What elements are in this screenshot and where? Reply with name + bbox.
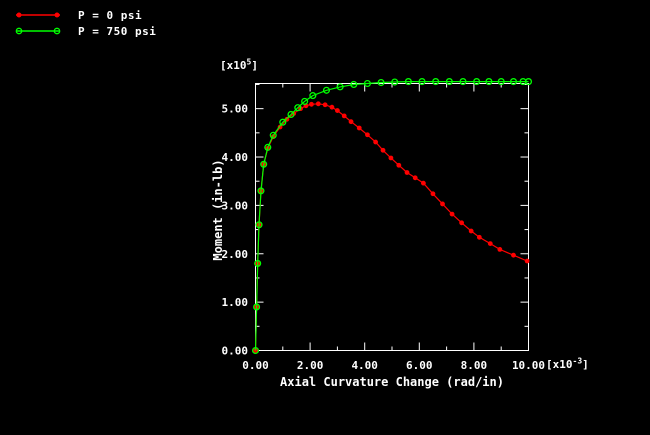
series-marker-0	[253, 348, 258, 353]
legend-item-p750: P = 750 psi	[14, 23, 156, 39]
series-marker-1	[287, 110, 295, 119]
x-tick-label: 8.00	[461, 359, 488, 372]
series-marker-1	[404, 78, 412, 86]
series-marker-0	[511, 252, 516, 258]
y-axis-title: Moment (in-lb)	[211, 159, 225, 261]
legend-marker-p750-icon	[15, 27, 61, 35]
x-tick-label: 2.00	[297, 359, 324, 372]
y-tick-label: 5.00	[222, 103, 249, 116]
series-marker-1	[432, 78, 440, 86]
y-tick-label: 4.00	[222, 151, 249, 164]
series-marker-1	[363, 79, 371, 88]
series-marker-1	[485, 78, 493, 86]
x-tick-label: 0.00	[242, 359, 269, 372]
series-marker-1	[473, 78, 481, 86]
series-marker-1	[260, 160, 268, 168]
series-marker-1	[309, 92, 317, 100]
series-marker-1	[251, 346, 260, 355]
series-marker-0	[459, 220, 465, 226]
x-tick-label: 10.00	[512, 359, 545, 372]
series-marker-1	[445, 78, 453, 86]
series-marker-0	[487, 241, 493, 247]
series-marker-1	[322, 86, 331, 94]
series-marker-0	[348, 119, 354, 125]
series-marker-0	[468, 228, 474, 234]
series-marker-1	[269, 131, 277, 139]
series-marker-1	[294, 104, 302, 112]
x-tick-label: 6.00	[406, 359, 433, 372]
series-marker-1	[254, 259, 262, 267]
series-marker-1	[377, 78, 385, 87]
series-marker-0	[322, 102, 328, 108]
legend-item-p0: P = 0 psi	[14, 7, 156, 23]
legend-marker-p0-icon	[16, 12, 60, 18]
series-marker-0	[341, 113, 347, 119]
series-marker-1	[391, 78, 399, 86]
legend-label-p0: P = 0 psi	[78, 8, 143, 22]
y-tick-label: 3.00	[222, 199, 249, 212]
series-marker-1	[418, 78, 426, 86]
series-marker-1	[350, 80, 358, 89]
legend: P = 0 psi P = 750 psi	[14, 7, 156, 39]
series-marker-1	[336, 83, 344, 91]
plot-frame	[255, 83, 529, 351]
y-tick-label: 2.00	[222, 248, 249, 261]
series-marker-0	[412, 175, 418, 181]
series-marker-1	[524, 78, 533, 86]
series-marker-0	[309, 101, 314, 107]
series-marker-0	[396, 162, 402, 168]
series-marker-1	[255, 221, 263, 229]
series-marker-0	[380, 147, 386, 153]
x-axis-multiplier: [x10-3]	[546, 356, 589, 371]
series-marker-1	[509, 78, 518, 86]
series-marker-0	[329, 104, 335, 110]
series-marker-1	[264, 143, 272, 151]
series-marker-0	[315, 101, 321, 107]
series-marker-0	[420, 180, 426, 186]
series-marker-1	[279, 118, 287, 126]
series-marker-1	[459, 78, 467, 86]
series-marker-0	[476, 234, 482, 240]
series-marker-0	[497, 247, 503, 252]
legend-label-p750: P = 750 psi	[78, 24, 157, 38]
y-tick-label: 0.00	[222, 345, 249, 358]
series-marker-0	[404, 170, 410, 175]
series-marker-0	[388, 155, 394, 161]
series-marker-1	[497, 78, 505, 86]
series-marker-0	[373, 139, 379, 145]
series-marker-0	[449, 211, 455, 217]
series-marker-1	[257, 187, 265, 195]
series-marker-1	[253, 303, 261, 311]
y-tick-label: 1.00	[222, 296, 249, 309]
series-marker-0	[365, 132, 370, 138]
series-marker-0	[430, 191, 436, 197]
x-axis-title: Axial Curvature Change (rad/in)	[280, 375, 504, 389]
series-marker-1	[301, 97, 309, 105]
series-marker-0	[524, 258, 530, 264]
series-marker-0	[335, 108, 340, 113]
series-marker-0	[356, 125, 362, 131]
y-axis-multiplier: [x105]	[220, 57, 258, 72]
series-marker-0	[440, 201, 445, 207]
x-tick-label: 4.00	[351, 359, 378, 372]
series-line-1	[254, 80, 529, 351]
series-line-0	[254, 103, 528, 351]
